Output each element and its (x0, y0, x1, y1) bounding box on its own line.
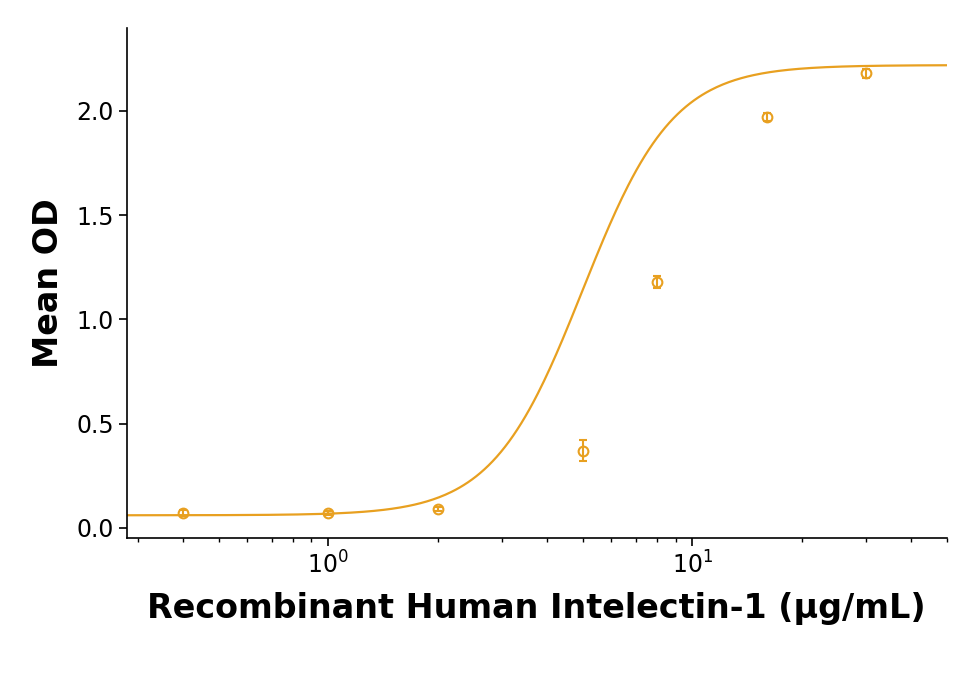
Y-axis label: Mean OD: Mean OD (32, 198, 65, 368)
X-axis label: Recombinant Human Intelectin-1 (μg/mL): Recombinant Human Intelectin-1 (μg/mL) (147, 593, 926, 625)
